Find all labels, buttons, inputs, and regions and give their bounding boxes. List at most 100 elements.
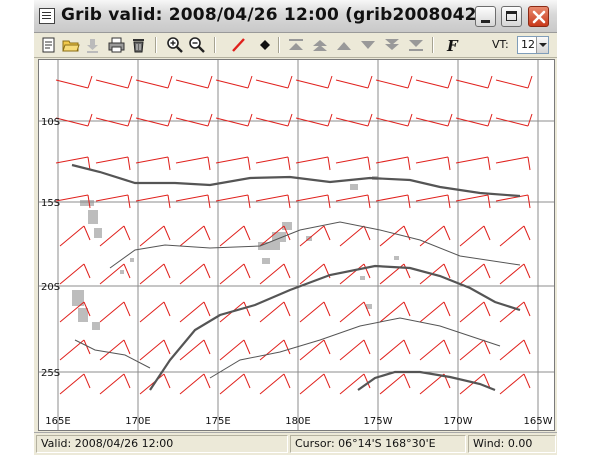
print-button[interactable] [108, 36, 126, 54]
fast-back-button[interactable] [311, 36, 329, 54]
wind-map[interactable]: 10S 15S 20S 25S 165E 170E 175E 180E 175W 170W 165W [39, 60, 554, 430]
open-file-button[interactable] [40, 36, 58, 54]
wind-barb [95, 79, 129, 89]
delete-icon [133, 39, 144, 53]
forward-button[interactable] [359, 36, 377, 54]
wind-barb-feather [243, 225, 251, 241]
folder-icon [62, 40, 80, 52]
zoom-out-button[interactable] [188, 36, 206, 54]
wind-barb [495, 117, 529, 127]
wind-barb [495, 194, 529, 202]
wind-barb [455, 156, 489, 164]
wind-barb [99, 263, 125, 285]
wind-barb-feather [367, 156, 371, 171]
wind-barb [499, 339, 525, 361]
first-frame-button[interactable] [287, 36, 305, 54]
wind-barb [299, 373, 325, 395]
wind-barb [259, 373, 285, 395]
wind-barb [295, 79, 329, 89]
fast-back-icon [313, 40, 327, 51]
fast-forward-icon [385, 39, 399, 50]
wind-barb-feather [327, 75, 333, 89]
wind-barb [55, 156, 89, 164]
wind-barb-feather [483, 263, 491, 279]
last-frame-icon [409, 40, 423, 51]
wind-barb-feather [247, 194, 251, 209]
wind-barb-feather [203, 339, 211, 355]
land-patch [394, 256, 399, 260]
title-bar[interactable]: Grib valid: 2008/04/26 12:00 (grib200804… [34, 0, 557, 33]
wind-barb [455, 79, 489, 89]
wind-barb [215, 117, 249, 127]
wind-barb [219, 263, 245, 285]
download-button[interactable] [84, 36, 102, 54]
draw-line-button[interactable] [230, 36, 248, 54]
minimize-button[interactable] [475, 6, 496, 27]
wind-barb-feather [243, 339, 251, 355]
longitude-label: 175E [205, 416, 230, 427]
wind-barb [299, 301, 325, 323]
vt-select[interactable]: 12 [517, 36, 549, 54]
wind-barb-feather [363, 263, 371, 279]
last-frame-button[interactable] [407, 36, 425, 54]
wind-barb-feather [283, 301, 291, 317]
wind-barb-feather [247, 156, 251, 171]
wind-barb-feather [487, 75, 493, 89]
wind-barb [219, 225, 245, 247]
status-bar: Valid: 2008/04/26 12:00 Cursor: 06°14'S … [34, 432, 557, 455]
wind-barb-feather [447, 194, 451, 209]
latitude-label: 25S [41, 368, 60, 379]
wind-barb [499, 373, 525, 395]
wind-barb-feather [203, 225, 211, 241]
wind-barb-feather [203, 373, 211, 389]
wind-barb [99, 225, 125, 247]
wind-barb-feather [403, 339, 411, 355]
close-button[interactable] [528, 6, 549, 27]
fast-forward-button[interactable] [383, 36, 401, 54]
status-wind: Wind: 0.00 [468, 435, 556, 453]
wind-barb-feather [523, 263, 531, 279]
wind-barb-feather [367, 194, 371, 209]
zoom-in-button[interactable] [166, 36, 184, 54]
wind-barb [419, 373, 445, 395]
land-patch [78, 308, 88, 322]
wind-barb [339, 301, 365, 323]
wind-barb-feather [327, 156, 331, 171]
forward-icon [361, 41, 375, 49]
wind-barb-feather [283, 225, 291, 241]
wind-barb [375, 156, 409, 164]
folder-button[interactable] [62, 36, 80, 54]
wind-barb [219, 339, 245, 361]
wind-barb [95, 156, 129, 164]
font-button[interactable]: F [444, 36, 462, 54]
wind-barb-feather [83, 339, 91, 355]
wind-barb [255, 156, 289, 164]
vt-value: 12 [521, 38, 535, 51]
chevron-down-icon[interactable] [536, 37, 548, 53]
latitude-label: 20S [41, 282, 60, 293]
land-patch [350, 184, 358, 190]
wind-barb [499, 225, 525, 247]
map-panel[interactable]: 10S 15S 20S 25S 165E 170E 175E 180E 175W 170W 165W [38, 59, 555, 431]
wind-barb [99, 373, 125, 395]
toolbar: F VT: 12 [34, 33, 557, 58]
wind-barb-feather [127, 113, 133, 127]
wind-barb-feather [407, 113, 413, 127]
longitude-label: 180E [285, 416, 310, 427]
back-button[interactable] [335, 36, 353, 54]
print-icon [108, 37, 125, 53]
wind-barb-feather [483, 225, 491, 241]
wind-barb-feather [243, 301, 251, 317]
wind-barb-feather [163, 373, 171, 389]
maximize-button[interactable] [501, 6, 522, 27]
wind-barb [139, 225, 165, 247]
wind-barb [215, 156, 249, 164]
wind-barb [55, 117, 89, 127]
delete-button[interactable] [130, 36, 148, 54]
wind-barb-feather [487, 194, 491, 209]
wind-barb [455, 194, 489, 202]
waypoint-button[interactable] [256, 36, 274, 54]
wind-barb-feather [287, 194, 291, 209]
wind-barb-feather [323, 339, 331, 355]
wind-barb [135, 156, 169, 164]
